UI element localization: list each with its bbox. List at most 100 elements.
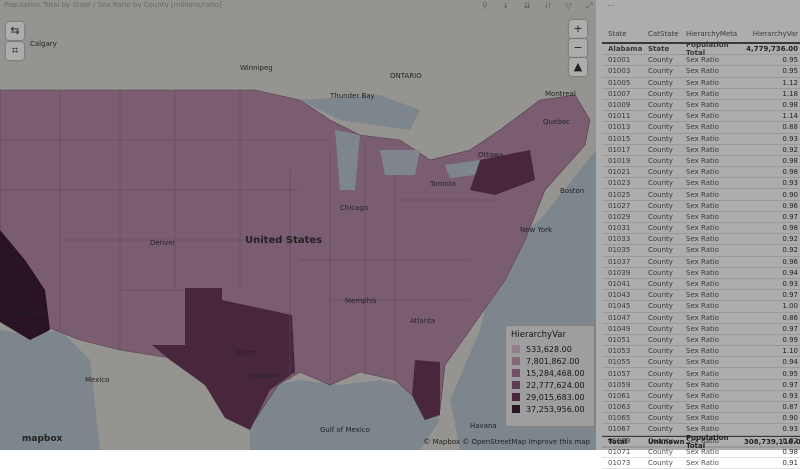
table-cell: 0.93 [782, 179, 798, 188]
table-cell: 01059 [608, 380, 631, 389]
legend-label: 533,628.00 [526, 344, 572, 354]
table-cell: 01017 [608, 145, 631, 154]
table-cell: 01061 [608, 391, 631, 400]
table-cell: Sex Ratio [686, 168, 719, 177]
table-cell: 01071 [608, 447, 631, 456]
table-cell: Sex Ratio [686, 67, 719, 76]
table-cell: 01069 [608, 436, 631, 445]
lasso-button[interactable]: ⇆ [6, 22, 24, 40]
table-cell: 0.96 [782, 257, 798, 266]
table-cell: 01013 [608, 123, 631, 132]
table-cell: County [648, 313, 673, 322]
california[interactable] [0, 230, 50, 340]
table-cell: 01025 [608, 190, 631, 199]
gulf [250, 380, 440, 450]
table-cell: 0.92 [782, 145, 798, 154]
total-cell: 308,739,116.00 [744, 438, 800, 447]
pacific [0, 330, 100, 450]
table-row: 01019 County Sex Ratio 0.98 [602, 156, 800, 168]
attribution[interactable]: © Mapbox © OpenStreetMap Improve this ma… [423, 438, 590, 446]
table-cell: County [648, 436, 673, 445]
place-label: Calgary [30, 40, 57, 48]
table-cell: County [648, 56, 673, 65]
table-row: 01027 County Sex Ratio 0.96 [602, 201, 800, 212]
table-cell: 01023 [608, 179, 631, 188]
zoom-out[interactable]: − [569, 39, 587, 57]
table-cell: Sex Ratio [686, 123, 719, 132]
place-label: Memphis [345, 297, 377, 305]
select-button[interactable]: ⌗ [6, 42, 24, 60]
table-cell: 0.90 [782, 414, 798, 423]
table-cell: 01057 [608, 369, 631, 378]
table-cell: Sex Ratio [686, 347, 719, 356]
table-cell: 1.10 [782, 347, 798, 356]
legend-swatch [512, 369, 520, 377]
table-cell: 01005 [608, 78, 631, 87]
table-cell: County [648, 224, 673, 233]
table-cell: Sex Ratio [686, 302, 719, 311]
table-row: 01057 County Sex Ratio 0.95 [602, 368, 800, 380]
total-cell: Unknown [648, 438, 685, 447]
table-cell: 0.98 [782, 101, 798, 110]
texas[interactable] [152, 288, 295, 430]
table-cell: County [648, 447, 673, 456]
table-row: 01069 County Sex Ratio 0.92 [602, 436, 800, 447]
table-cell: Sex Ratio [686, 414, 719, 423]
table-cell: Sex Ratio [686, 459, 719, 468]
legend-label: 22,777,624.00 [526, 380, 585, 390]
florida[interactable] [412, 360, 440, 420]
compass[interactable]: ▲ [569, 58, 587, 76]
legend-label: 29,015,683.00 [526, 392, 585, 402]
table-cell: County [648, 112, 673, 121]
table-cell: 0.95 [782, 369, 798, 378]
table-cell: Sex Ratio [686, 201, 719, 210]
table-row: 01003 County Sex Ratio 0.95 [602, 66, 800, 78]
table-cell: 0.97 [782, 324, 798, 333]
table-cell: Alabama [608, 45, 643, 54]
table-cell: Sex Ratio [686, 112, 719, 121]
table-cell: 0.99 [782, 335, 798, 344]
column-header: CatState [648, 30, 679, 38]
us-states[interactable] [0, 89, 591, 421]
table-cell: 0.88 [782, 123, 798, 132]
table-cell: 01049 [608, 324, 631, 333]
legend-item: 29,015,683.00 [512, 391, 594, 403]
table-cell: 0.98 [782, 447, 798, 456]
table-cell: 0.93 [782, 425, 798, 434]
table-row: 01047 County Sex Ratio 0.86 [602, 313, 800, 324]
place-labels: Calgary Winnipeg ONTARIO Thunder Bay Ottawa M… [5, 40, 584, 434]
table-cell: Sex Ratio [686, 291, 719, 300]
table-row: 01059 County Sex Ratio 0.97 [602, 380, 800, 391]
table-cell: County [648, 67, 673, 76]
table-cell: 0.91 [782, 459, 798, 468]
table-cell: 0.94 [782, 268, 798, 277]
visual-header-icons[interactable]: ⚲ ↓ ⇊ ⥯ ▽ ⤢ ⋯ [482, 1, 622, 10]
table-row: 01021 County Sex Ratio 0.98 [602, 167, 800, 179]
total-cell: Total [608, 438, 628, 447]
table-cell: 01029 [608, 212, 631, 221]
table-cell: County [648, 235, 673, 244]
new-york[interactable] [470, 150, 535, 195]
table-cell: 0.95 [782, 56, 798, 65]
legend-label: 7,801,862.00 [526, 356, 580, 366]
legend: HierarchyVar 533,628.00 7,801,862.00 15,28… [505, 325, 595, 427]
table-cell: County [648, 459, 673, 468]
place-label: Dallas [235, 349, 257, 357]
total-cell: Population Total [686, 434, 729, 451]
table-cell: 1.18 [782, 89, 798, 98]
place-label: Chicago [340, 204, 368, 212]
table-cell: State [648, 45, 670, 54]
zoom-in[interactable]: + [569, 20, 587, 38]
table-cell: 01035 [608, 246, 631, 255]
table-cell: 0.86 [782, 313, 798, 322]
table-cell: 0.92 [782, 235, 798, 244]
table-cell: 0.90 [782, 190, 798, 199]
mapbox-logo: mapbox [22, 434, 63, 444]
table-cell: County [648, 201, 673, 210]
table-cell: 1.14 [782, 112, 798, 121]
table-cell: 0.98 [782, 168, 798, 177]
map[interactable]: Calgary Winnipeg ONTARIO Thunder Bay Ottawa M… [0, 0, 596, 450]
table-cell: 01027 [608, 201, 631, 210]
table-row: 01025 County Sex Ratio 0.90 [602, 189, 800, 201]
table-cell: County [648, 134, 673, 143]
